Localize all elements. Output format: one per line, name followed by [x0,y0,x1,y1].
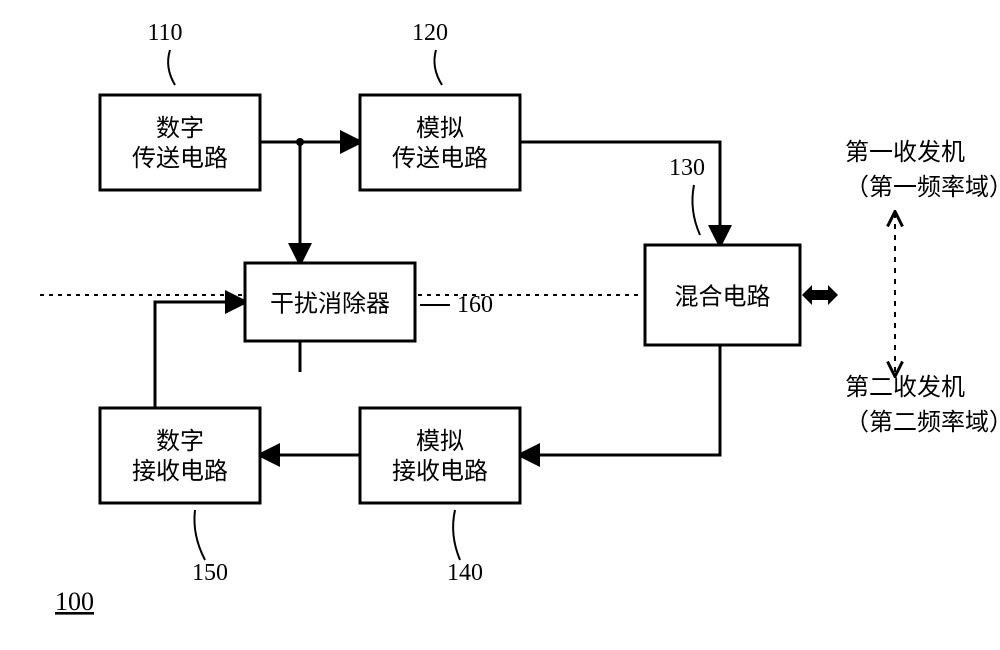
block-n140 [360,408,520,503]
block-label-n130: 混合电路 [675,284,771,311]
ref-n150: 150 [192,560,228,586]
junction-dot [296,138,304,146]
ref-n160: 160 [457,292,493,318]
leader-n130 [692,185,700,235]
block-n110 [100,95,260,190]
ref-n110: 110 [147,20,182,46]
block-n120 [360,95,520,190]
ref-n130: 130 [669,155,705,181]
side-label-bottom-l2: （第二频率域） [845,409,1000,436]
side-label-bottom-l1: 第二收发机 [845,374,965,401]
ref-n120: 120 [412,20,448,46]
leader-n150 [194,510,205,560]
block-label-n140-l2: 接收电路 [392,458,488,485]
ref-n140: 140 [447,560,483,586]
block-label-n110-l1: 数字 [156,115,204,142]
block-label-n150-l1: 数字 [156,428,204,455]
edge-e130-140 [520,345,720,455]
block-label-n160: 干扰消除器 [270,291,390,318]
bold-double-arrow-icon [802,285,838,305]
block-n150 [100,408,260,503]
side-label-top-l2: （第一频率域） [845,174,1000,201]
block-label-n140-l1: 模拟 [416,428,464,455]
block-label-n120-l1: 模拟 [416,115,464,142]
block-label-n110-l2: 传送电路 [132,145,228,172]
edge-e150-160 [155,302,245,408]
block-label-n120-l2: 传送电路 [392,145,488,172]
leader-n110 [168,50,175,85]
side-label-top-l1: 第一收发机 [845,139,965,166]
figure-number: 100 [55,587,94,616]
leader-n120 [434,50,442,85]
block-label-n150-l2: 接收电路 [132,458,228,485]
leader-n140 [453,510,460,560]
